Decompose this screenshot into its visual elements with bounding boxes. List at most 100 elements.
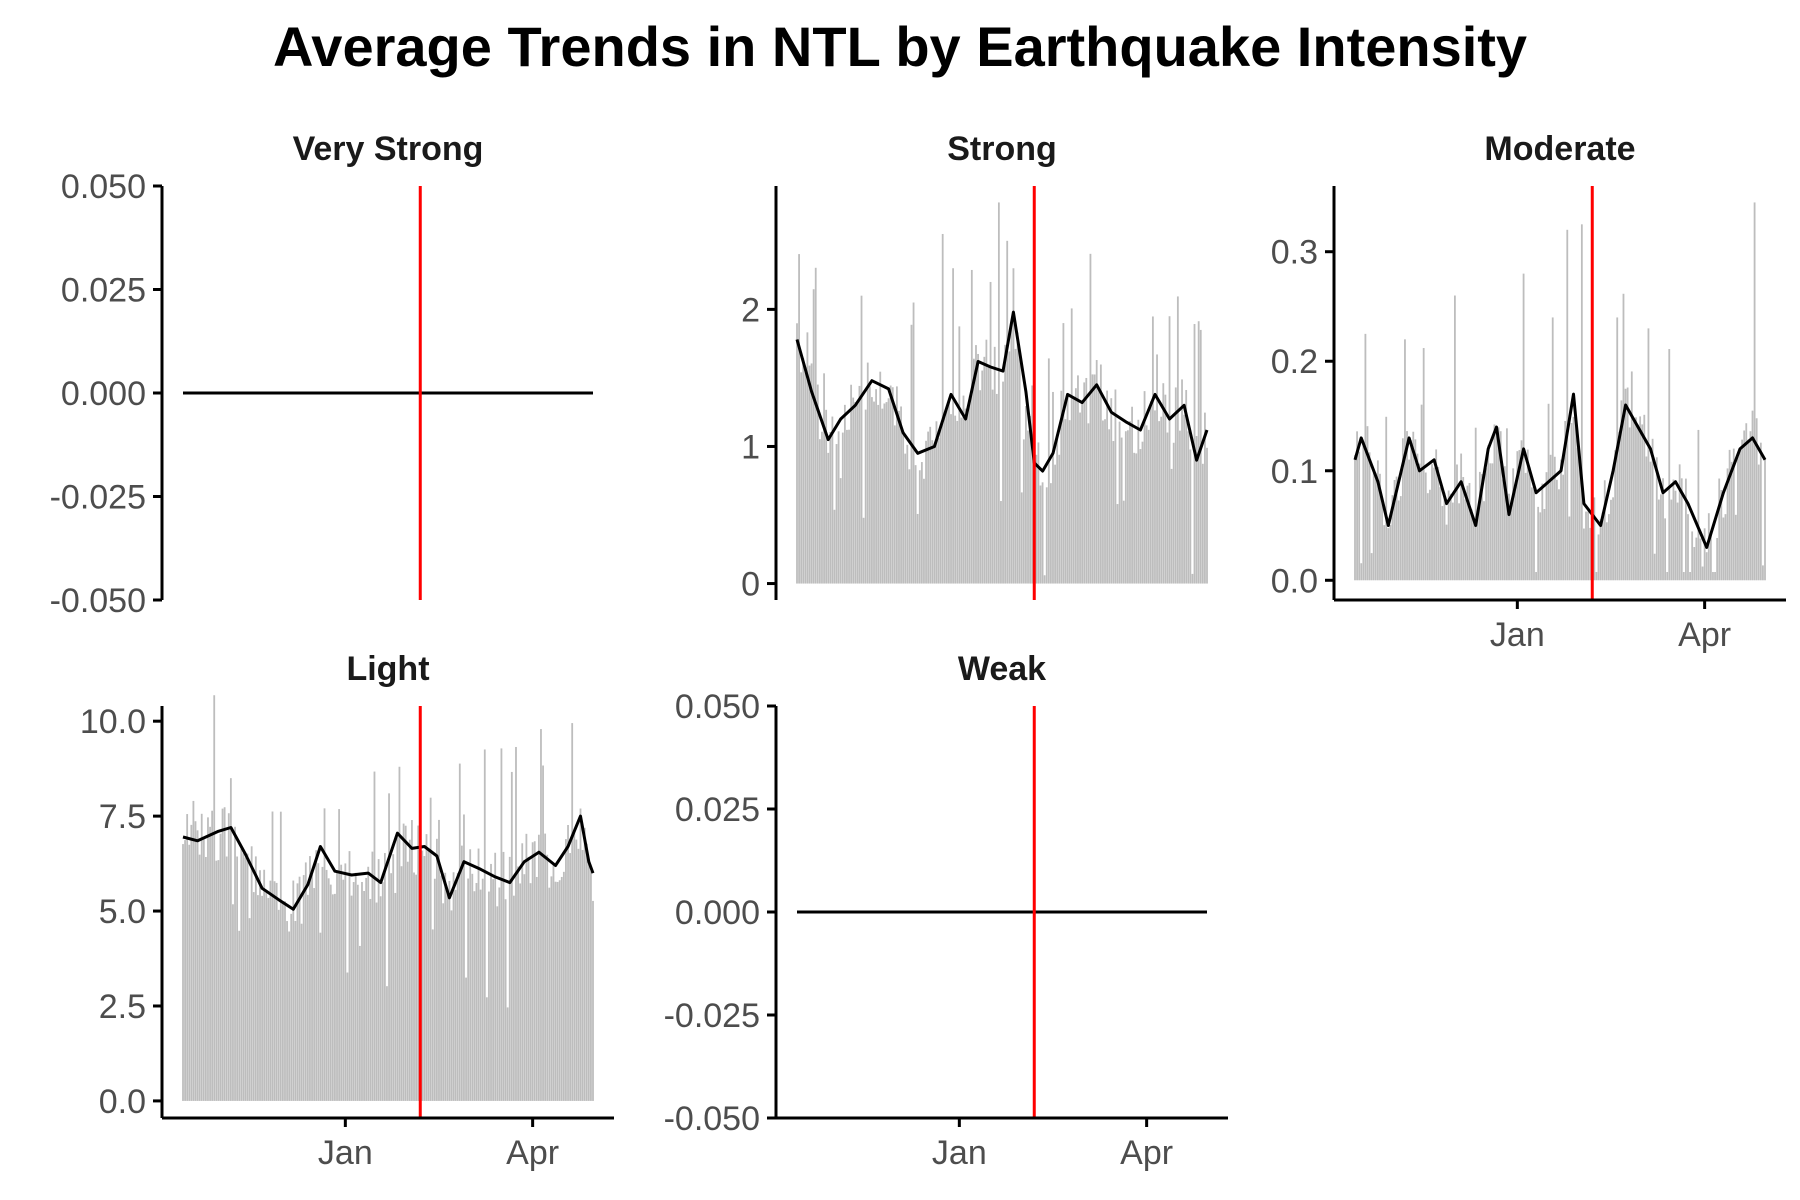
bar — [1391, 495, 1394, 581]
bar — [1728, 449, 1731, 581]
bar — [1108, 429, 1111, 584]
bar — [1141, 441, 1144, 584]
bar — [473, 891, 476, 1101]
bar — [877, 404, 880, 584]
bar — [1201, 463, 1204, 584]
bar — [1022, 439, 1025, 584]
bar — [804, 367, 807, 584]
bar — [1466, 485, 1469, 581]
bar — [993, 346, 996, 584]
bar — [490, 863, 492, 1101]
bar — [1401, 438, 1404, 581]
bar — [945, 409, 948, 584]
bar — [544, 833, 547, 1101]
bar — [1362, 440, 1365, 581]
bar — [267, 897, 270, 1101]
bar — [404, 825, 407, 1101]
bar — [1199, 329, 1202, 584]
bar — [273, 881, 276, 1101]
bar — [935, 421, 938, 584]
bar — [211, 810, 214, 1101]
bar — [1674, 490, 1677, 581]
y-tick-label: 10.0 — [80, 703, 146, 741]
bar — [1179, 430, 1181, 584]
bar — [1131, 406, 1133, 584]
bar — [1528, 467, 1531, 581]
bar — [229, 778, 232, 1101]
bar — [1064, 419, 1067, 584]
bar — [916, 513, 919, 584]
bar — [1614, 450, 1617, 581]
bar — [1576, 447, 1579, 581]
bar — [190, 824, 193, 1101]
bar — [271, 811, 274, 1101]
panel-title-strong: Strong — [947, 130, 1057, 168]
bar — [810, 363, 813, 584]
bar — [1118, 421, 1121, 584]
bar — [535, 876, 538, 1101]
bar — [914, 465, 917, 584]
bar — [182, 844, 184, 1101]
bar — [288, 931, 291, 1101]
bar — [866, 362, 869, 584]
bar — [1512, 468, 1515, 581]
bar — [442, 903, 445, 1101]
bar — [340, 864, 343, 1101]
bar — [1393, 480, 1396, 581]
bar — [808, 365, 811, 584]
bar — [1418, 463, 1421, 581]
bar — [533, 841, 536, 1101]
bar — [1081, 401, 1084, 584]
y-tick-label: 7.5 — [99, 798, 146, 836]
bar — [1693, 547, 1696, 581]
bar — [1734, 514, 1737, 581]
bar — [1497, 427, 1500, 581]
bar — [950, 414, 952, 584]
bar — [1077, 375, 1079, 584]
bar — [983, 356, 986, 584]
bar — [1632, 421, 1635, 581]
bar — [929, 426, 932, 584]
bar — [1356, 431, 1358, 581]
bar — [821, 431, 823, 584]
bar — [1000, 501, 1002, 584]
bar — [361, 881, 363, 1101]
bar — [215, 860, 218, 1101]
bar — [1637, 424, 1639, 581]
bar — [323, 808, 326, 1101]
bar — [238, 930, 241, 1101]
bar — [369, 898, 372, 1101]
bar — [475, 883, 478, 1101]
bar — [1066, 396, 1069, 584]
bar — [1039, 485, 1042, 584]
bar — [477, 848, 480, 1101]
bar — [933, 445, 936, 584]
bar — [1189, 449, 1192, 584]
x-tick-label: Apr — [1678, 616, 1731, 654]
bar — [540, 729, 542, 1101]
bar — [1491, 463, 1494, 581]
bar — [948, 398, 950, 584]
bar — [438, 819, 440, 1101]
bar — [1624, 388, 1627, 581]
bar — [1707, 513, 1710, 581]
bar — [1545, 472, 1548, 581]
bar — [359, 945, 361, 1101]
bar — [1012, 268, 1015, 584]
bar — [985, 339, 988, 584]
bar — [488, 891, 490, 1101]
y-tick-label: 0.000 — [61, 375, 146, 413]
bar — [1743, 430, 1746, 581]
bar — [367, 866, 370, 1101]
bar — [1095, 360, 1098, 584]
bar — [814, 267, 817, 584]
bar — [837, 431, 840, 584]
bar — [1045, 487, 1048, 584]
bar — [1583, 528, 1585, 581]
bar — [583, 827, 586, 1101]
bar — [887, 398, 890, 584]
bar — [1410, 440, 1413, 581]
bar — [1514, 484, 1517, 581]
bar — [879, 371, 882, 584]
